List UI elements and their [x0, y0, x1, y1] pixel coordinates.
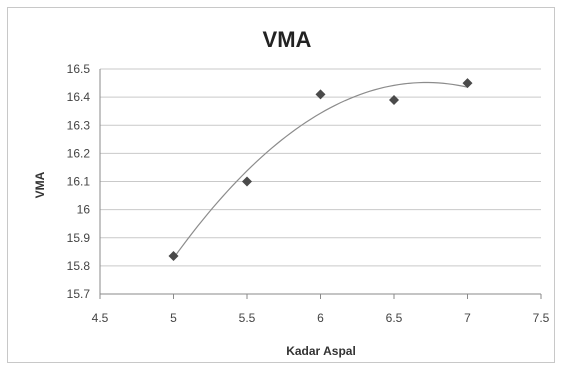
chart-title: VMA: [263, 27, 312, 52]
y-tick-label: 15.8: [67, 259, 91, 273]
trendline: [173, 81, 468, 259]
data-point-5: [462, 78, 473, 89]
data-point-3: [315, 89, 326, 100]
data-point-1: [168, 251, 179, 262]
x-tick-labels: 4.5 5 5.5 6 6.5 7 7.5: [92, 311, 550, 325]
chart-frame: [7, 7, 555, 363]
data-point-2: [242, 176, 252, 187]
x-axis-label: Kadar Aspal: [286, 344, 356, 358]
data-markers: [168, 78, 473, 262]
x-tick-label: 7: [464, 311, 471, 325]
data-point-4: [389, 94, 399, 105]
y-tick-label: 16.1: [67, 175, 91, 189]
y-tick-label: 16.3: [67, 118, 91, 132]
y-tick-labels: 15.7 15.8 15.9 16 16.1 16.2 16.3 16.4 16.5: [67, 62, 91, 301]
axes: [99, 69, 542, 299]
x-tick-label: 4.5: [92, 311, 109, 325]
x-tick-label: 5.5: [239, 311, 256, 325]
gridlines: [100, 68, 541, 267]
y-tick-label: 16.5: [67, 62, 91, 76]
y-tick-label: 16.4: [67, 90, 91, 104]
x-tick-label: 5: [170, 311, 177, 325]
y-axis-label: VMA: [33, 171, 47, 198]
y-tick-label: 16.2: [67, 146, 91, 160]
x-tick-label: 6: [317, 311, 324, 325]
x-tick-label: 6.5: [386, 311, 403, 325]
x-tick-label: 7.5: [533, 311, 550, 325]
y-tick-label: 16: [77, 203, 91, 217]
y-tick-label: 15.9: [67, 231, 91, 245]
y-tick-label: 15.7: [67, 287, 91, 301]
